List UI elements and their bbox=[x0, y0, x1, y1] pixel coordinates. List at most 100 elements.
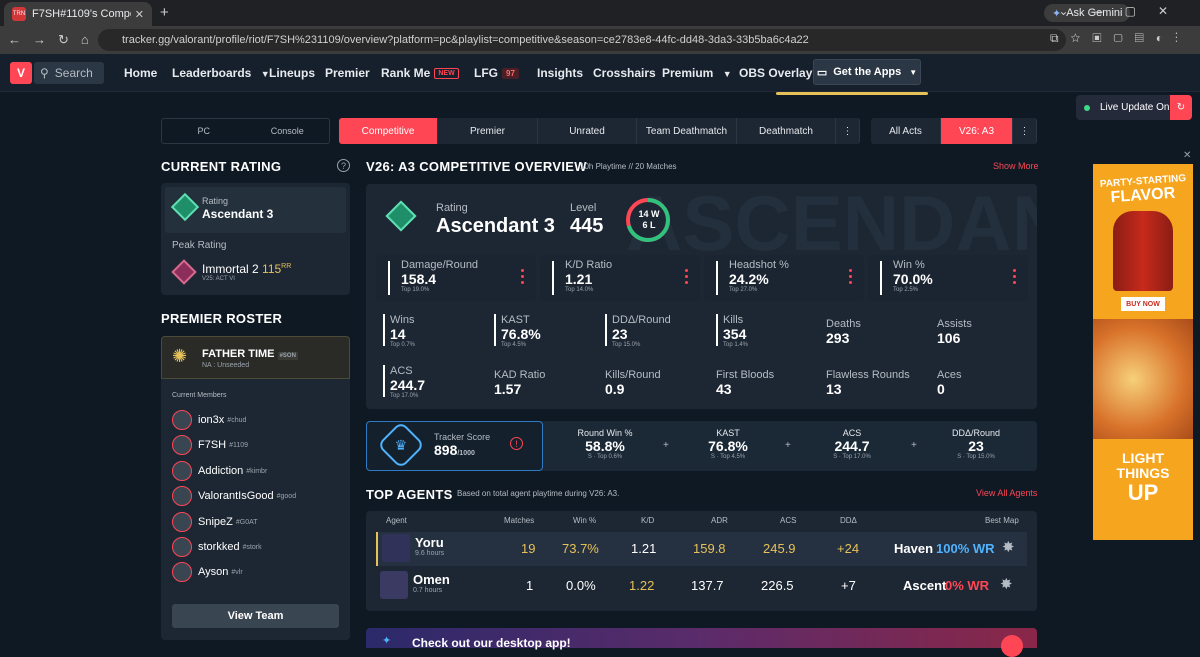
close-banner-icon[interactable] bbox=[1001, 635, 1023, 657]
more-icon[interactable] bbox=[685, 269, 688, 285]
table-row[interactable]: Omen 0.7 hours 1 0.0% 1.22 137.7 226.5 +… bbox=[376, 569, 1027, 603]
stat-label: Kills/Round bbox=[605, 369, 661, 381]
stat-card-damage-round[interactable]: Damage/Round 158.4 Top 19.0% bbox=[376, 255, 536, 301]
get-the-apps-button[interactable]: ▭ Get the Apps ▼ bbox=[813, 59, 921, 85]
avatar bbox=[172, 435, 192, 455]
nav-leaderboards[interactable]: Leaderboards ▼ bbox=[172, 66, 270, 80]
stat-label: Assists bbox=[937, 318, 972, 330]
view-team-button[interactable]: View Team bbox=[172, 604, 339, 628]
act-all[interactable]: All Acts bbox=[871, 118, 941, 144]
member-item[interactable]: F7SH #1109 bbox=[172, 435, 248, 455]
member-name: Ayson bbox=[198, 566, 229, 578]
col-matches[interactable]: Matches bbox=[504, 516, 535, 525]
col-kd[interactable]: K/D bbox=[641, 516, 655, 525]
nav-lfg[interactable]: LFG 97 bbox=[474, 66, 519, 80]
col-adr[interactable]: ADR bbox=[711, 516, 728, 525]
desktop-app-banner[interactable]: ✦ Check out our desktop app! bbox=[366, 628, 1037, 657]
playlist-premier[interactable]: Premier bbox=[438, 118, 538, 144]
member-name: ion3x bbox=[198, 414, 225, 426]
tabasco-ad[interactable]: PARTY-STARTING FLAVOR BUY NOW LIGHT THIN… bbox=[1093, 164, 1193, 540]
window-controls[interactable]: ⌄—▢✕ bbox=[1058, 4, 1190, 18]
ad-buy-now[interactable]: BUY NOW bbox=[1121, 297, 1165, 311]
member-item[interactable]: SnipeZ #G0AT bbox=[172, 512, 258, 532]
ts-value: 58.8% bbox=[585, 438, 625, 454]
browser-extensions[interactable]: ⧉☆▣▢▤◐⋮ bbox=[1049, 31, 1190, 45]
more-icon[interactable] bbox=[1013, 269, 1016, 285]
help-icon[interactable]: ? bbox=[337, 159, 350, 172]
grid-stat-deaths: Deaths 293 bbox=[826, 318, 861, 346]
stat-label: DDΔ/Round bbox=[612, 314, 671, 326]
close-tab-icon[interactable]: ✕ bbox=[134, 8, 144, 21]
platform-console[interactable]: Console bbox=[270, 126, 304, 136]
tracker-score-value: 898/1000 bbox=[434, 442, 475, 458]
nav-crosshairs[interactable]: Crosshairs bbox=[593, 66, 656, 80]
info-icon[interactable]: ! bbox=[510, 437, 523, 450]
nav-home[interactable]: Home bbox=[124, 66, 158, 80]
tabasco-bottle-image bbox=[1113, 211, 1173, 291]
bg-rank-text: ASCENDANT bbox=[626, 184, 1037, 267]
live-update-toggle[interactable]: Live Update On ↻ bbox=[1076, 95, 1192, 120]
search-icon: ⚲ bbox=[40, 66, 49, 80]
member-item[interactable]: Ayson #vlr bbox=[172, 562, 243, 582]
col-best-map[interactable]: Best Map bbox=[985, 516, 1019, 525]
nav-insights[interactable]: Insights bbox=[537, 66, 584, 80]
nav-lfg-label: LFG bbox=[474, 66, 498, 80]
stat-value: 293 bbox=[826, 330, 850, 346]
level-value: 445 bbox=[570, 215, 604, 237]
acts-more-icon[interactable]: ⋮ bbox=[1013, 118, 1037, 144]
search-button[interactable]: ⚲ Search bbox=[34, 62, 104, 84]
show-more-link[interactable]: Show More bbox=[993, 161, 1039, 171]
team-division: NA : Unseeded bbox=[202, 362, 250, 369]
nav-premium[interactable]: Premium ▼ bbox=[662, 66, 732, 80]
peak-season: V25: ACT VI bbox=[202, 276, 235, 282]
stat-card-headshot[interactable]: Headshot % 24.2% Top 27.0% bbox=[704, 255, 864, 301]
new-tab-icon[interactable]: + bbox=[160, 4, 169, 21]
nav-rank-me[interactable]: Rank Me NEW bbox=[381, 66, 459, 80]
ask-gemini-button[interactable]: ✦ Ask Gemini bbox=[1044, 4, 1131, 22]
cell-matches: 1 bbox=[526, 578, 534, 593]
playlist-team-deathmatch[interactable]: Team Deathmatch bbox=[637, 118, 737, 144]
url-field[interactable]: tracker.gg/valorant/profile/riot/F7SH%23… bbox=[98, 29, 1066, 51]
stat-card-win-pct[interactable]: Win % 70.0% Top 2.5% bbox=[868, 255, 1028, 301]
playlist-competitive[interactable]: Competitive bbox=[339, 118, 438, 144]
agents-table-header: Agent Matches Win % K/D ADR ACS DDΔ Best… bbox=[366, 516, 1037, 528]
stat-card-kd-ratio[interactable]: K/D Ratio 1.21 Top 14.0% bbox=[540, 255, 700, 301]
col-dd[interactable]: DDΔ bbox=[840, 516, 857, 525]
ad-things: THINGS bbox=[1116, 465, 1170, 481]
col-agent[interactable]: Agent bbox=[386, 516, 407, 525]
nav-rank-me-label: Rank Me bbox=[381, 66, 431, 80]
ts-sub: S · Top 4.5% bbox=[710, 454, 746, 460]
act-current[interactable]: V26: A3 bbox=[941, 118, 1013, 144]
table-row[interactable]: Yoru 9.6 hours 19 73.7% 1.21 159.8 245.9… bbox=[376, 532, 1027, 566]
more-icon[interactable] bbox=[521, 269, 524, 285]
member-item[interactable]: storkked #stork bbox=[172, 537, 262, 557]
playlist-more-icon[interactable]: ⋮ bbox=[836, 118, 860, 144]
browser-tab[interactable]: TRN F7SH#1109's Competitive Multi ✕ bbox=[4, 2, 152, 26]
playlist-unrated[interactable]: Unrated bbox=[538, 118, 637, 144]
promo-strip bbox=[776, 92, 928, 95]
nav-premier[interactable]: Premier bbox=[325, 66, 370, 80]
nav-lineups[interactable]: Lineups bbox=[269, 66, 316, 80]
member-item[interactable]: ValorantIsGood #good bbox=[172, 486, 296, 506]
stat-value: 43 bbox=[716, 381, 732, 397]
team-name[interactable]: FATHER TIME #SON bbox=[202, 348, 298, 360]
ts-item-dd-round: DDΔ/Round 23 S · Top 15.0% bbox=[915, 421, 1037, 471]
playlist-deathmatch[interactable]: Deathmatch bbox=[737, 118, 836, 144]
nav-obs-overlay[interactable]: OBS Overlay bbox=[739, 66, 813, 80]
browser-nav-buttons[interactable]: ←→↻⌂ bbox=[8, 32, 101, 47]
stat-bar bbox=[605, 314, 607, 346]
platform-pc[interactable]: PC bbox=[197, 126, 210, 136]
close-ad-icon[interactable]: ✕ bbox=[1183, 150, 1192, 161]
current-members-label: Current Members bbox=[172, 392, 227, 399]
tracker-logo-icon[interactable]: V bbox=[10, 62, 32, 84]
member-item[interactable]: Addiction #kimbr bbox=[172, 461, 267, 481]
stat-value: 70.0% bbox=[893, 271, 933, 287]
cell-adr: 159.8 bbox=[693, 541, 726, 556]
agent-hours: 0.7 hours bbox=[413, 587, 443, 594]
col-win[interactable]: Win % bbox=[573, 516, 597, 525]
more-icon[interactable] bbox=[849, 269, 852, 285]
view-all-agents-link[interactable]: View All Agents bbox=[976, 488, 1038, 498]
devices-icon: ▭ bbox=[816, 66, 828, 79]
member-item[interactable]: ion3x #chud bbox=[172, 410, 246, 430]
col-acs[interactable]: ACS bbox=[780, 516, 797, 525]
